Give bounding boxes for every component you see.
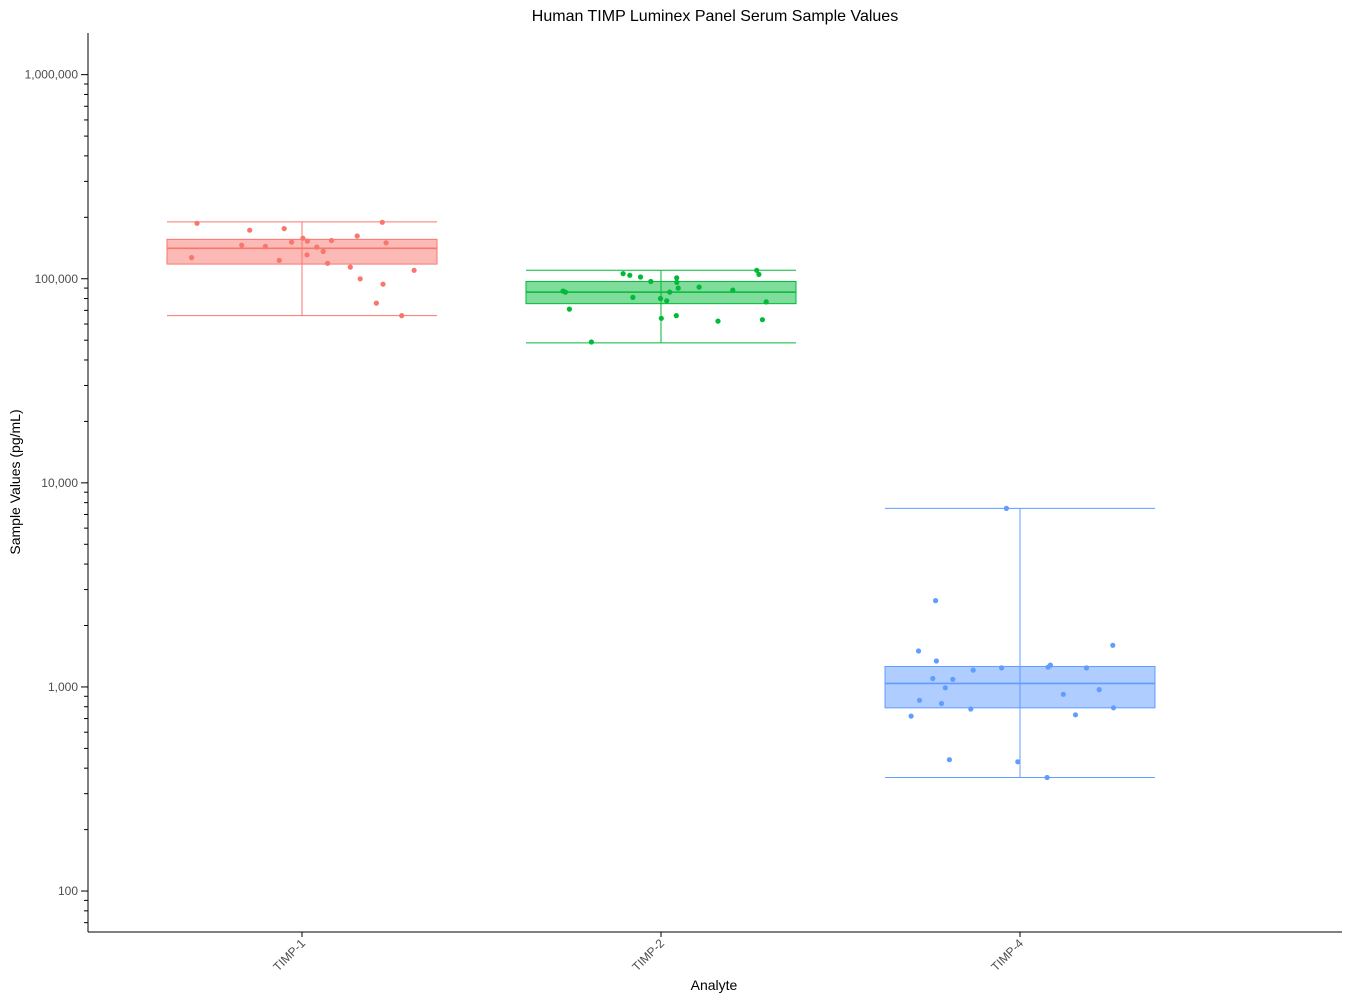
plot-area — [166, 219, 1156, 781]
data-point — [933, 658, 940, 664]
data-point — [946, 757, 953, 763]
data-point — [637, 274, 644, 280]
data-point — [915, 648, 922, 654]
data-point — [304, 238, 310, 244]
y-tick-label: 1,000 — [48, 680, 78, 694]
data-point — [999, 665, 1005, 671]
data-point — [908, 713, 914, 719]
data-point — [320, 248, 326, 255]
data-point — [1060, 691, 1066, 697]
data-point — [648, 278, 654, 285]
data-point — [674, 275, 680, 281]
data-point — [357, 276, 363, 282]
x-tick-label: TIMP-2 — [629, 936, 667, 974]
data-point — [664, 298, 670, 304]
data-point — [950, 676, 956, 682]
data-point — [930, 675, 936, 682]
data-point — [673, 313, 679, 319]
data-point — [696, 284, 702, 290]
axes: 100 1,000 10,000 100,000 1,000,000 TIMP-1 TIMP… — [25, 33, 1342, 974]
data-point — [763, 299, 769, 305]
data-point — [1110, 642, 1116, 648]
data-point — [730, 287, 736, 293]
x-tick-label: TIMP-4 — [988, 936, 1026, 974]
box-group-timp-4 — [884, 505, 1156, 781]
data-point — [1045, 664, 1051, 670]
data-point — [759, 317, 766, 323]
data-point — [373, 300, 379, 306]
data-point — [916, 697, 923, 703]
data-point — [1110, 705, 1117, 711]
data-point — [354, 233, 360, 239]
data-point — [194, 220, 200, 226]
data-point — [658, 315, 664, 321]
data-point — [304, 252, 310, 258]
data-point — [1015, 759, 1021, 765]
data-point — [674, 279, 680, 285]
data-point — [754, 267, 760, 273]
data-point — [1003, 505, 1010, 511]
data-point — [247, 227, 253, 233]
data-point — [262, 243, 268, 249]
data-point — [968, 706, 974, 712]
data-point — [399, 313, 405, 319]
data-point — [715, 318, 721, 324]
y-tick-label: 10,000 — [41, 476, 78, 490]
data-point — [239, 242, 245, 248]
data-point — [314, 244, 320, 250]
data-point — [675, 285, 681, 291]
iqr-box — [166, 238, 438, 265]
data-point — [380, 281, 386, 287]
box-group-timp-1 — [166, 219, 438, 319]
y-tick-label: 1,000,000 — [25, 68, 79, 82]
chart-title: Human TIMP Luminex Panel Serum Sample Va… — [532, 8, 898, 25]
data-point — [328, 237, 335, 244]
data-point — [970, 667, 976, 673]
box-group-timp-2 — [525, 267, 797, 345]
data-point — [1096, 687, 1102, 693]
data-point — [630, 294, 636, 300]
data-point — [1044, 774, 1050, 781]
x-tick-label: TIMP-1 — [270, 936, 308, 974]
data-point — [347, 264, 353, 270]
data-point — [562, 289, 569, 295]
iqr-box — [884, 665, 1156, 709]
data-point — [276, 257, 282, 263]
data-point — [411, 267, 417, 273]
data-point — [942, 685, 948, 691]
data-point — [620, 271, 626, 277]
data-point — [756, 271, 762, 277]
data-point — [627, 272, 633, 278]
data-point — [938, 700, 945, 707]
y-tick-label: 100,000 — [35, 272, 79, 286]
data-point — [300, 235, 306, 241]
data-point — [189, 255, 195, 261]
data-point — [1072, 712, 1079, 718]
y-axis-label: Sample Values (pg/mL) — [7, 409, 23, 554]
data-point — [667, 289, 673, 295]
data-point — [566, 306, 573, 312]
data-point — [289, 239, 295, 245]
x-axis-label: Analyte — [691, 977, 738, 993]
data-point — [383, 240, 389, 246]
y-tick-label: 100 — [58, 884, 78, 898]
data-point — [588, 339, 595, 345]
data-point — [1083, 665, 1090, 671]
data-point — [325, 260, 331, 266]
data-point — [379, 219, 385, 225]
data-point — [281, 226, 287, 232]
data-point — [933, 598, 939, 604]
data-point — [657, 295, 664, 302]
